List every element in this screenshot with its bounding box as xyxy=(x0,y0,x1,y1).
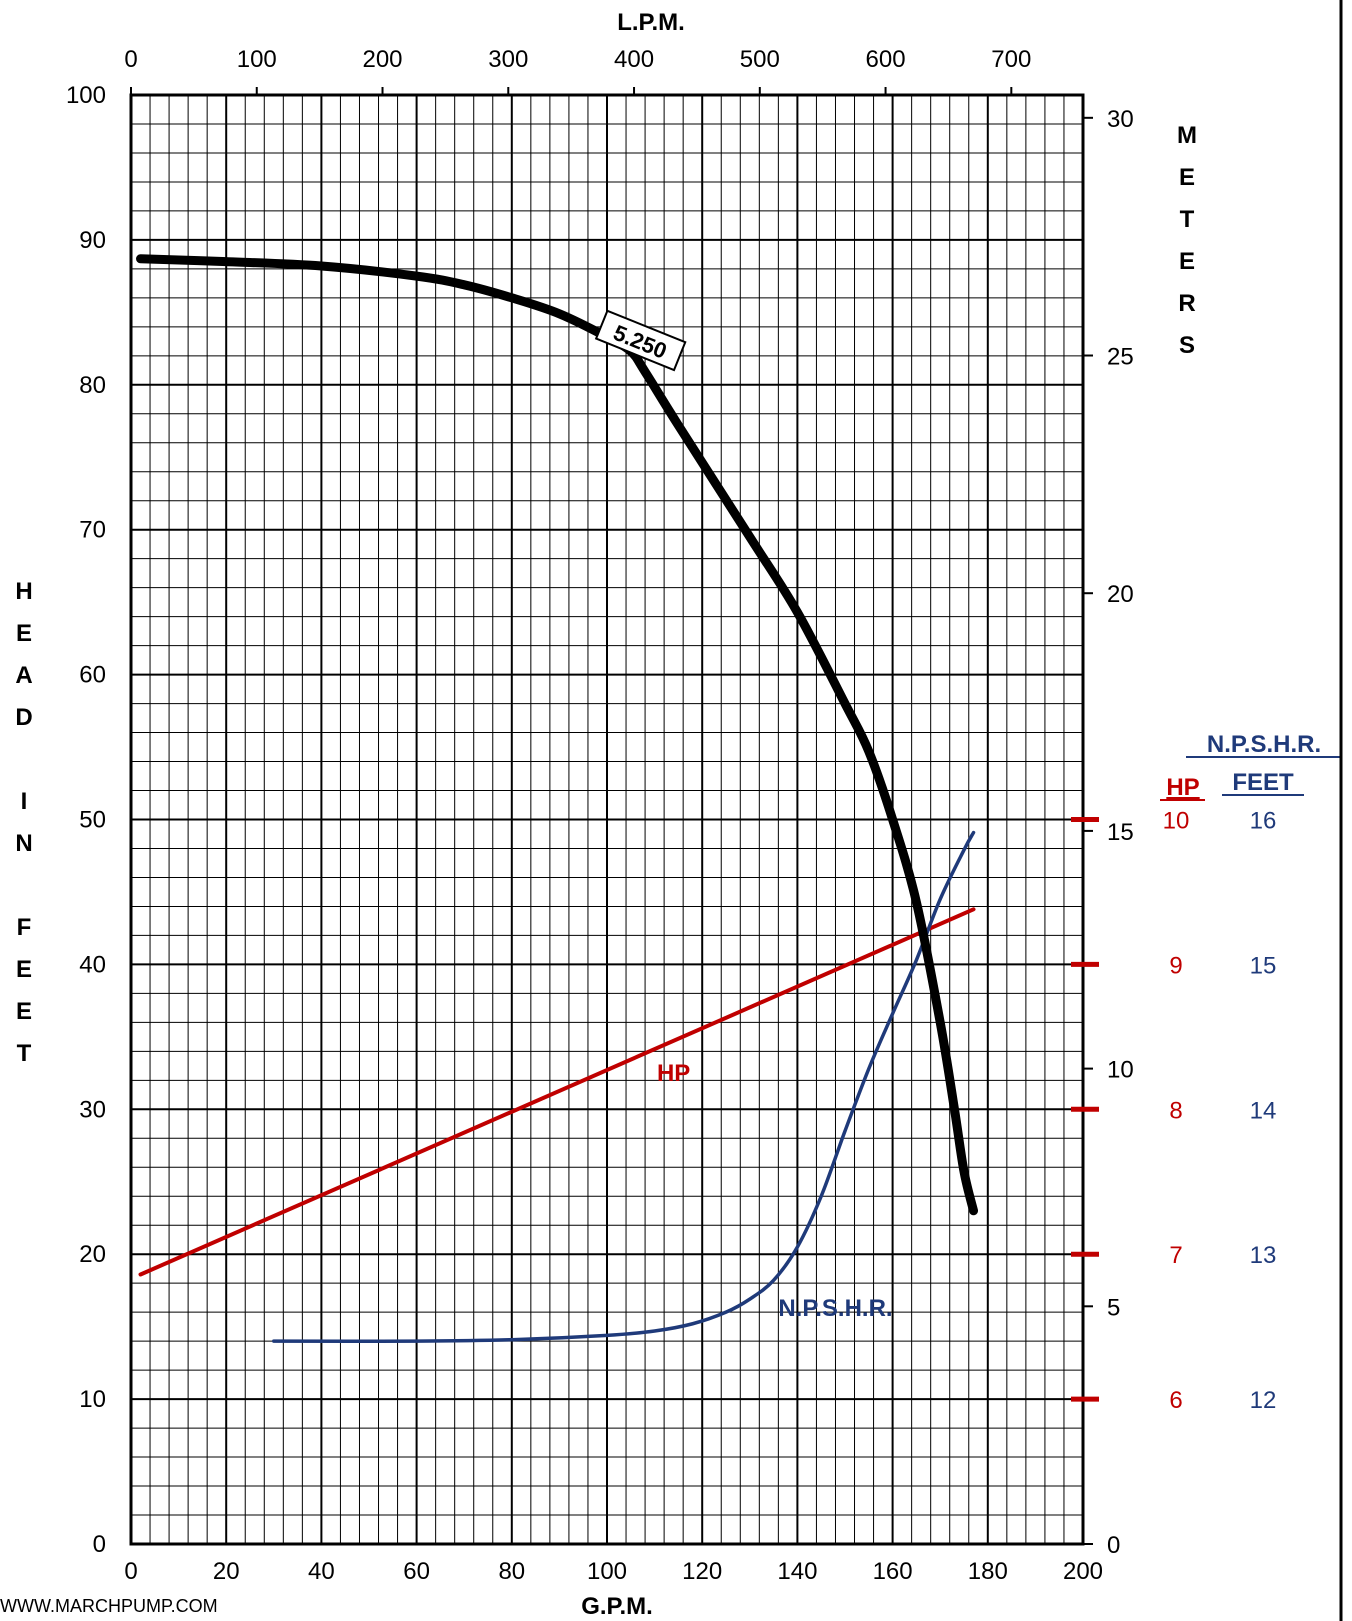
y-axis-title-letter: N xyxy=(15,830,32,857)
hp-scale-header: HP xyxy=(1166,774,1199,801)
footer-url: WWW.MARCHPUMP.COM xyxy=(0,1596,218,1616)
x-tick-label: 200 xyxy=(1063,1558,1103,1585)
y2-axis-title-letter: R xyxy=(1178,290,1195,317)
x2-tick-label: 100 xyxy=(237,46,277,73)
x2-tick-label: 300 xyxy=(488,46,528,73)
npshr-scale-label: 12 xyxy=(1250,1387,1277,1414)
y2-tick-label: 15 xyxy=(1107,819,1134,846)
y-tick-label: 40 xyxy=(79,951,106,978)
series-line-0 xyxy=(136,254,979,1216)
y-axis-title-letter: T xyxy=(17,1040,32,1067)
y-tick-label: 30 xyxy=(79,1096,106,1123)
x2-tick-label: 400 xyxy=(614,46,654,73)
hp-curve-label: HP xyxy=(657,1060,690,1087)
x-tick-label: 120 xyxy=(682,1558,722,1585)
y-tick-label: 90 xyxy=(79,227,106,254)
y-axis-title-letter: I xyxy=(21,788,28,815)
hp-scale-label: 7 xyxy=(1169,1242,1182,1269)
x-tick-label: 40 xyxy=(308,1558,335,1585)
y2-axis-title-letter: E xyxy=(1179,248,1195,275)
x-tick-label: 0 xyxy=(124,1558,137,1585)
x2-tick-label: 600 xyxy=(866,46,906,73)
npshr-scale-label: 15 xyxy=(1250,952,1277,979)
npshr-curve-label: N.P.S.H.R. xyxy=(778,1295,892,1322)
y-tick-label: 80 xyxy=(79,372,106,399)
x-axis-title: G.P.M. xyxy=(581,1593,653,1620)
y-axis-title-letter: H xyxy=(15,578,32,605)
x-tick-label: 100 xyxy=(587,1558,627,1585)
y-tick-label: 50 xyxy=(79,807,106,834)
y2-tick-label: 5 xyxy=(1107,1294,1120,1321)
y-tick-label: 10 xyxy=(79,1386,106,1413)
y-axis-title-letter: A xyxy=(15,662,32,689)
y2-tick-label: 25 xyxy=(1107,344,1134,371)
x-tick-label: 160 xyxy=(873,1558,913,1585)
x-tick-label: 80 xyxy=(498,1558,525,1585)
npshr-scale-header-unit: FEET xyxy=(1232,769,1294,796)
y-tick-label: 60 xyxy=(79,662,106,689)
y2-axis-title-letter: E xyxy=(1179,164,1195,191)
x-tick-label: 60 xyxy=(403,1558,430,1585)
y-axis-title-letter: E xyxy=(16,956,32,983)
y-tick-label: 70 xyxy=(79,517,106,544)
y-axis-title-letter: D xyxy=(15,704,32,731)
x2-tick-label: 500 xyxy=(740,46,780,73)
axis-ticks xyxy=(130,87,1093,1545)
y-tick-label: 0 xyxy=(93,1531,106,1558)
x-tick-label: 180 xyxy=(968,1558,1008,1585)
y2-tick-label: 30 xyxy=(1107,106,1134,133)
y2-axis-title-letter: S xyxy=(1179,332,1195,359)
x2-tick-label: 200 xyxy=(362,46,402,73)
y-axis-title-letter: F xyxy=(17,914,32,941)
hp-scale-label: 6 xyxy=(1169,1387,1182,1414)
label-box xyxy=(594,309,687,372)
npshr-scale-label: 13 xyxy=(1250,1242,1277,1269)
series-line-1 xyxy=(138,907,976,1277)
x2-tick-label: 0 xyxy=(124,46,137,73)
npshr-scale-label: 14 xyxy=(1250,1097,1277,1124)
y2-tick-label: 10 xyxy=(1107,1057,1134,1084)
npshr-scale-label: 16 xyxy=(1250,808,1277,835)
x2-tick-label: 700 xyxy=(991,46,1031,73)
hp-scale-label: 9 xyxy=(1169,952,1182,979)
npshr-scale-header: N.P.S.H.R. xyxy=(1207,731,1321,758)
y2-tick-label: 0 xyxy=(1107,1532,1120,1559)
side-scales: 6 7 8 9 10 12 13 14 15 16 HP N.P.S.H.R. FEET xyxy=(1071,731,1342,1414)
y2-axis-title-letter: M xyxy=(1177,122,1197,149)
hp-scale-label: 8 xyxy=(1169,1097,1182,1124)
y-tick-label: 100 xyxy=(66,82,106,109)
y-axis-title-letter: E xyxy=(16,998,32,1025)
x2-axis-title: L.P.M. xyxy=(617,9,685,36)
axis-labels: 0 20 40 60 80 100 120 140 160 180 2000102030405060… xyxy=(15,9,1197,1620)
x-tick-label: 20 xyxy=(213,1558,240,1585)
y-axis-title-letter: E xyxy=(16,620,32,647)
series-line-2 xyxy=(272,830,976,1343)
y-tick-label: 20 xyxy=(79,1241,106,1268)
y2-tick-label: 20 xyxy=(1107,581,1134,608)
series-group xyxy=(136,254,979,1343)
hp-scale-label: 10 xyxy=(1163,808,1190,835)
y2-axis-title-letter: T xyxy=(1180,206,1195,233)
x-tick-label: 140 xyxy=(777,1558,817,1585)
